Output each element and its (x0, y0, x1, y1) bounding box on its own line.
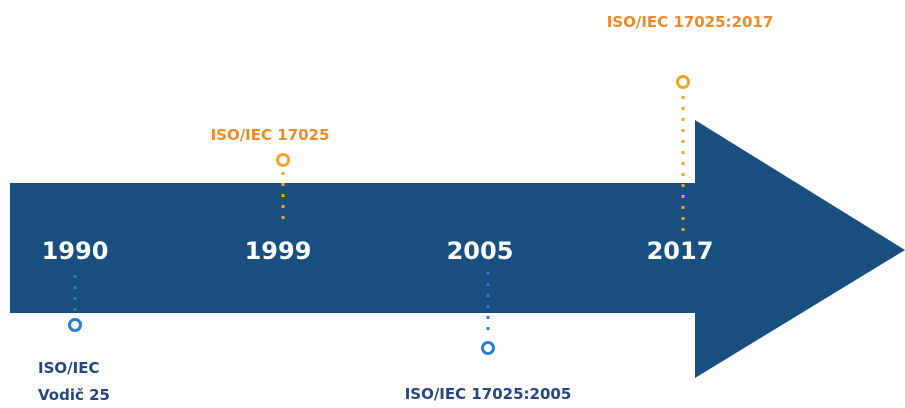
timeline-arrow (10, 120, 905, 378)
event-label: ISO/IEC 17025 (211, 126, 330, 144)
event-label: ISO/IEC (38, 359, 99, 377)
marker (68, 318, 82, 332)
event-label: ISO/IEC 17025:2005 (405, 385, 572, 403)
event-label: ISO/IEC 17025:2017 (607, 13, 774, 31)
marker (676, 75, 690, 89)
year-label: 2005 (447, 237, 514, 265)
year-label: 2017 (647, 237, 714, 265)
year-label: 1999 (245, 237, 312, 265)
marker (481, 341, 495, 355)
event-label: Vodič 25 (38, 386, 110, 404)
year-label: 1990 (42, 237, 109, 265)
marker (276, 153, 290, 167)
